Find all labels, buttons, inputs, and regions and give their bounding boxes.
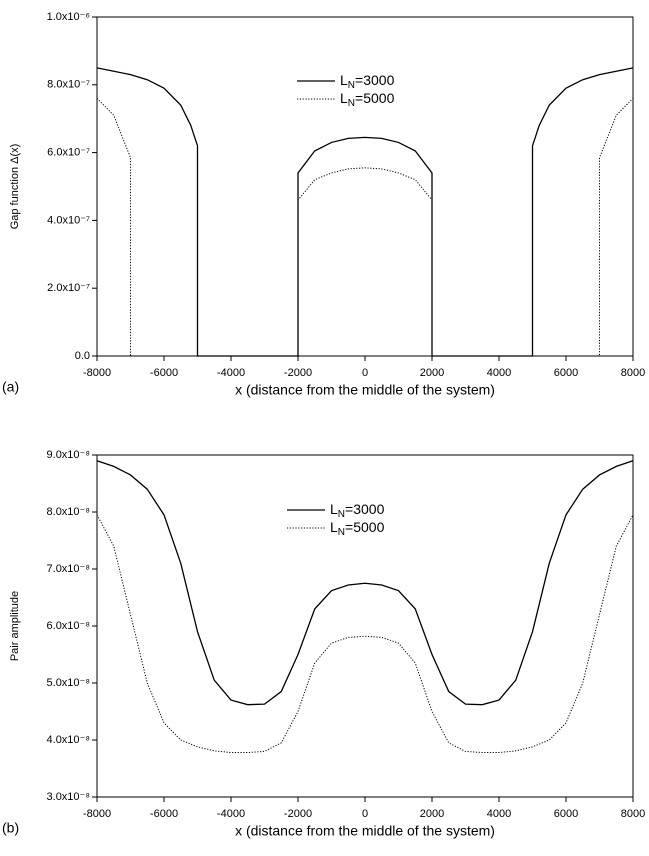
- y-tick-label: 3.0x10⁻⁸: [47, 791, 90, 803]
- x-tick-label: -6000: [150, 808, 178, 820]
- panel-label: (b): [2, 820, 19, 836]
- y-tick-label: 6.0x10⁻⁷: [47, 147, 90, 159]
- panel-label: (a): [2, 379, 19, 395]
- x-tick-label: -8000: [83, 808, 111, 820]
- y-tick-label: 7.0x10⁻⁸: [47, 563, 90, 575]
- legend-label: LN=5000: [330, 519, 385, 538]
- data-line: [96, 98, 634, 357]
- y-tick-label: 8.0x10⁻⁷: [47, 79, 90, 91]
- x-tick-label: 0: [362, 808, 368, 820]
- x-tick-label: -8000: [83, 367, 111, 379]
- y-tick-label: 0.0: [75, 350, 90, 362]
- x-tick-label: 6000: [554, 367, 578, 379]
- x-tick-label: 2000: [420, 808, 444, 820]
- x-tick-label: 4000: [487, 808, 511, 820]
- legend-label: LN=3000: [340, 72, 395, 91]
- y-tick-label: 5.0x10⁻⁸: [47, 677, 90, 689]
- x-tick-label: -2000: [284, 367, 312, 379]
- x-tick-label: 2000: [420, 367, 444, 379]
- data-line: [96, 67, 634, 357]
- y-tick-label: 8.0x10⁻⁸: [47, 506, 90, 518]
- x-tick-label: -2000: [284, 808, 312, 820]
- x-tick-label: 0: [362, 367, 368, 379]
- legend-label: LN=5000: [340, 90, 395, 109]
- x-axis-label: x (distance from the middle of the syste…: [235, 823, 495, 839]
- legend-label: LN=3000: [330, 501, 385, 520]
- x-tick-label: 8000: [621, 367, 645, 379]
- y-tick-label: 2.0x10⁻⁷: [47, 282, 90, 294]
- x-tick-label: 8000: [621, 808, 645, 820]
- y-tick-label: 6.0x10⁻⁸: [47, 620, 90, 632]
- y-axis-label: Pair amplitude: [9, 591, 21, 661]
- y-axis-label: Gap function Δ(x): [9, 144, 21, 230]
- x-tick-label: 4000: [487, 367, 511, 379]
- x-tick-label: -4000: [217, 808, 245, 820]
- y-tick-label: 1.0x10⁻⁶: [47, 11, 90, 23]
- x-tick-label: -4000: [217, 367, 245, 379]
- y-tick-label: 4.0x10⁻⁸: [47, 734, 90, 746]
- x-tick-label: -6000: [150, 367, 178, 379]
- x-tick-label: 6000: [554, 808, 578, 820]
- plot-frame: [96, 16, 634, 357]
- y-tick-label: 9.0x10⁻⁸: [47, 449, 90, 461]
- data-line: [96, 514, 634, 754]
- data-line: [96, 460, 634, 706]
- y-tick-label: 4.0x10⁻⁷: [47, 214, 90, 226]
- x-axis-label: x (distance from the middle of the syste…: [235, 382, 495, 398]
